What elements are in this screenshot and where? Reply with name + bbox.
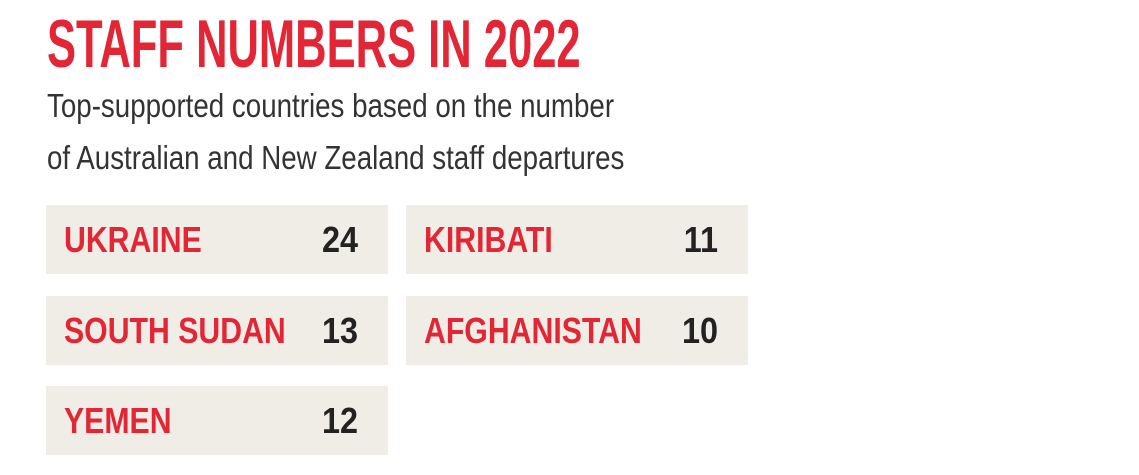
country-card: SOUTH SUDAN 13 (46, 295, 388, 365)
country-card: AFGHANISTAN 10 (406, 295, 748, 365)
country-card: UKRAINE 24 (46, 205, 388, 274)
staff-count: 10 (681, 309, 718, 351)
country-name: KIRIBATI (424, 219, 553, 260)
country-name: UKRAINE (64, 219, 202, 260)
subtitle-line: of Australian and New Zealand staff depa… (47, 139, 625, 176)
subtitle-line: Top-supported countries based on the num… (47, 87, 615, 124)
staff-count: 11 (683, 219, 718, 260)
country-card: KIRIBATI 11 (406, 205, 748, 274)
country-name: SOUTH SUDAN (64, 309, 286, 351)
staff-count: 12 (321, 400, 358, 441)
country-card: YEMEN 12 (46, 386, 388, 455)
title: STAFF NUMBERS IN 2022 (47, 6, 581, 82)
staff-count: 24 (321, 219, 358, 260)
staff-count: 13 (321, 309, 358, 351)
country-name: AFGHANISTAN (424, 309, 642, 351)
country-name: YEMEN (64, 400, 172, 441)
